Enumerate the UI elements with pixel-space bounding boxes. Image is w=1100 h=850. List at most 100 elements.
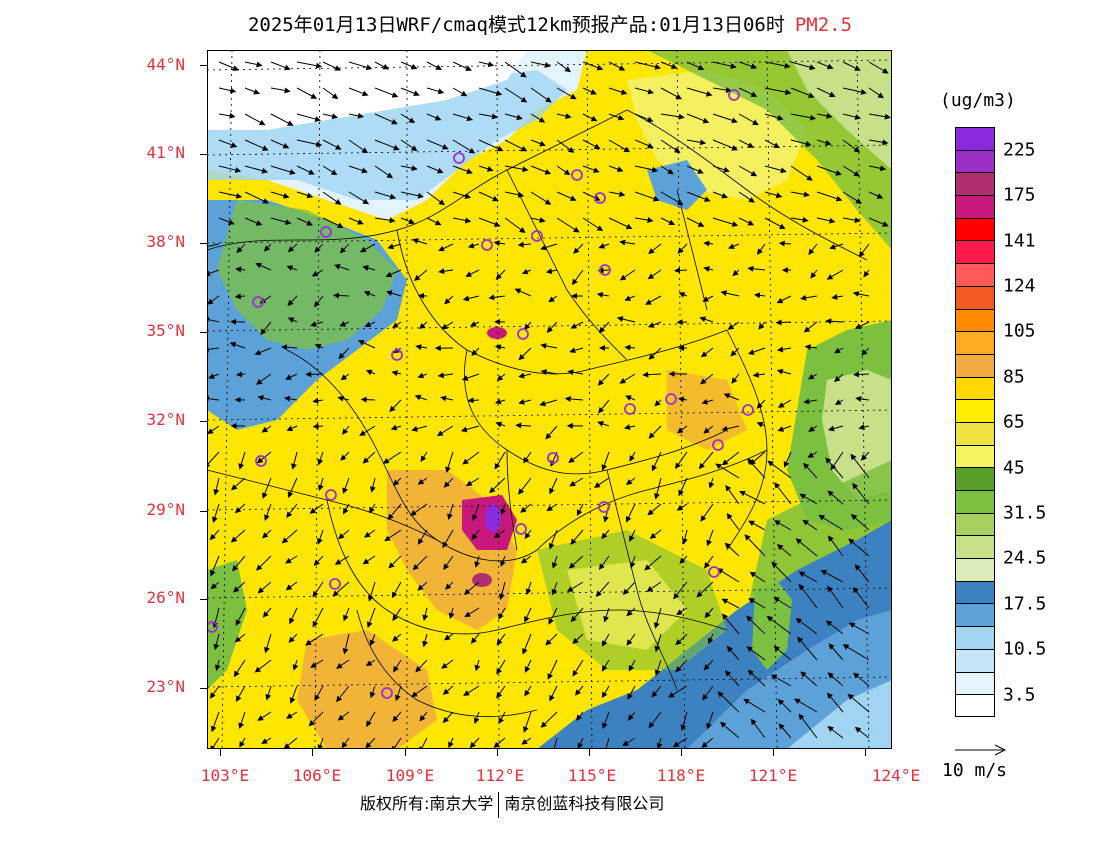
wind-arrow — [518, 477, 532, 495]
wind-arrow — [264, 503, 272, 521]
wind-arrow — [478, 139, 504, 152]
lon-tick — [405, 749, 406, 756]
wind-arrow — [400, 61, 418, 70]
wind-arrow — [288, 633, 298, 643]
wind-arrow — [442, 685, 454, 695]
wind-arrow — [504, 191, 525, 198]
wind-arrow — [548, 295, 558, 303]
wind-arrow — [209, 529, 220, 541]
wind-arrow — [530, 191, 552, 205]
wind-arrow — [213, 477, 220, 496]
lon-tick — [497, 749, 498, 756]
wind-arrow — [571, 269, 584, 286]
wind-arrow — [746, 646, 766, 661]
wind-arrow — [411, 685, 428, 698]
wind-arrow — [233, 581, 246, 593]
wind-arrow — [545, 633, 558, 646]
wind-arrow — [525, 581, 532, 595]
wind-arrow — [860, 451, 870, 461]
wind-arrow — [445, 451, 454, 473]
wind-arrow — [582, 217, 604, 232]
wind-arrow — [495, 421, 506, 428]
wind-arrow — [444, 581, 454, 590]
station-marker — [381, 687, 393, 699]
wind-arrow — [776, 368, 792, 375]
legend-swatch — [955, 512, 995, 536]
wind-arrow — [470, 633, 480, 644]
wind-arrow — [260, 321, 272, 335]
wind-arrow — [803, 462, 818, 479]
wind-arrow — [264, 633, 272, 654]
wind-arrow — [624, 344, 636, 351]
wind-arrow — [478, 217, 501, 227]
wind-arrow — [214, 659, 221, 672]
wind-arrow — [374, 217, 396, 224]
wind-arrow — [530, 87, 552, 103]
wind-arrow — [286, 265, 298, 271]
northwest-green-area — [217, 200, 397, 350]
wind-arrow — [244, 165, 269, 174]
wind-arrow — [773, 520, 792, 531]
wind-arrow — [660, 61, 678, 70]
wind-arrow — [634, 139, 654, 149]
wind-arrow — [721, 598, 740, 609]
wind-arrow — [426, 61, 442, 70]
wind-arrow — [686, 139, 707, 146]
wind-arrow — [286, 425, 298, 431]
station-marker — [320, 226, 332, 238]
legend-label: 141 — [1003, 230, 1036, 251]
wind-arrow — [608, 139, 631, 153]
wind-arrow — [452, 165, 473, 175]
wind-arrow — [626, 607, 636, 617]
wind-arrow — [654, 633, 662, 653]
wind-arrow — [289, 607, 298, 625]
wind-arrow — [748, 347, 766, 355]
wind-arrow — [853, 672, 870, 687]
wind-arrow — [678, 477, 688, 497]
wind-arrow — [234, 293, 246, 300]
wind-arrow — [749, 571, 766, 583]
hotspot-purple — [485, 504, 501, 532]
wind-arrow — [842, 644, 870, 661]
wind-arrow — [257, 581, 272, 594]
wind-arrow — [776, 295, 792, 304]
wind-arrow — [798, 571, 818, 583]
wind-arrow — [834, 373, 844, 383]
wind-arrow — [286, 503, 298, 518]
wind-arrow — [334, 555, 350, 565]
wind-arrow — [338, 347, 350, 360]
wind-arrow — [471, 529, 480, 541]
wind-arrow — [795, 617, 818, 635]
wind-arrow — [564, 395, 584, 402]
wind-arrow — [577, 737, 584, 749]
wind-arrow — [504, 139, 528, 152]
wind-arrow — [808, 425, 818, 432]
lat-label-38: 38°N — [146, 232, 185, 251]
wind-arrow — [467, 242, 480, 249]
wind-arrow — [412, 555, 428, 571]
wind-arrow — [393, 659, 402, 673]
wind-arrow — [686, 191, 711, 202]
wind-arrow — [858, 424, 870, 430]
legend-swatch — [955, 626, 995, 649]
wind-arrow — [310, 659, 324, 668]
wind-arrow — [420, 451, 428, 462]
wind-arrow — [672, 737, 688, 748]
wind-arrow — [582, 191, 601, 201]
wind-arrow — [452, 113, 473, 122]
wind-arrow — [572, 659, 584, 677]
wind-arrow — [452, 217, 472, 224]
wind-arrow — [422, 607, 429, 621]
wind-arrow — [619, 373, 636, 384]
lon-tick — [681, 749, 682, 756]
wind-arrow — [255, 373, 272, 385]
wind-arrow — [568, 451, 584, 463]
east-sea — [747, 460, 892, 610]
wind-arrow — [595, 581, 610, 597]
wind-arrow — [622, 737, 636, 747]
wind-arrow — [703, 240, 714, 247]
wind-arrow — [790, 216, 809, 223]
legend-label: 65 — [1003, 411, 1025, 433]
wind-arrow — [212, 503, 220, 524]
station-marker — [708, 566, 720, 578]
